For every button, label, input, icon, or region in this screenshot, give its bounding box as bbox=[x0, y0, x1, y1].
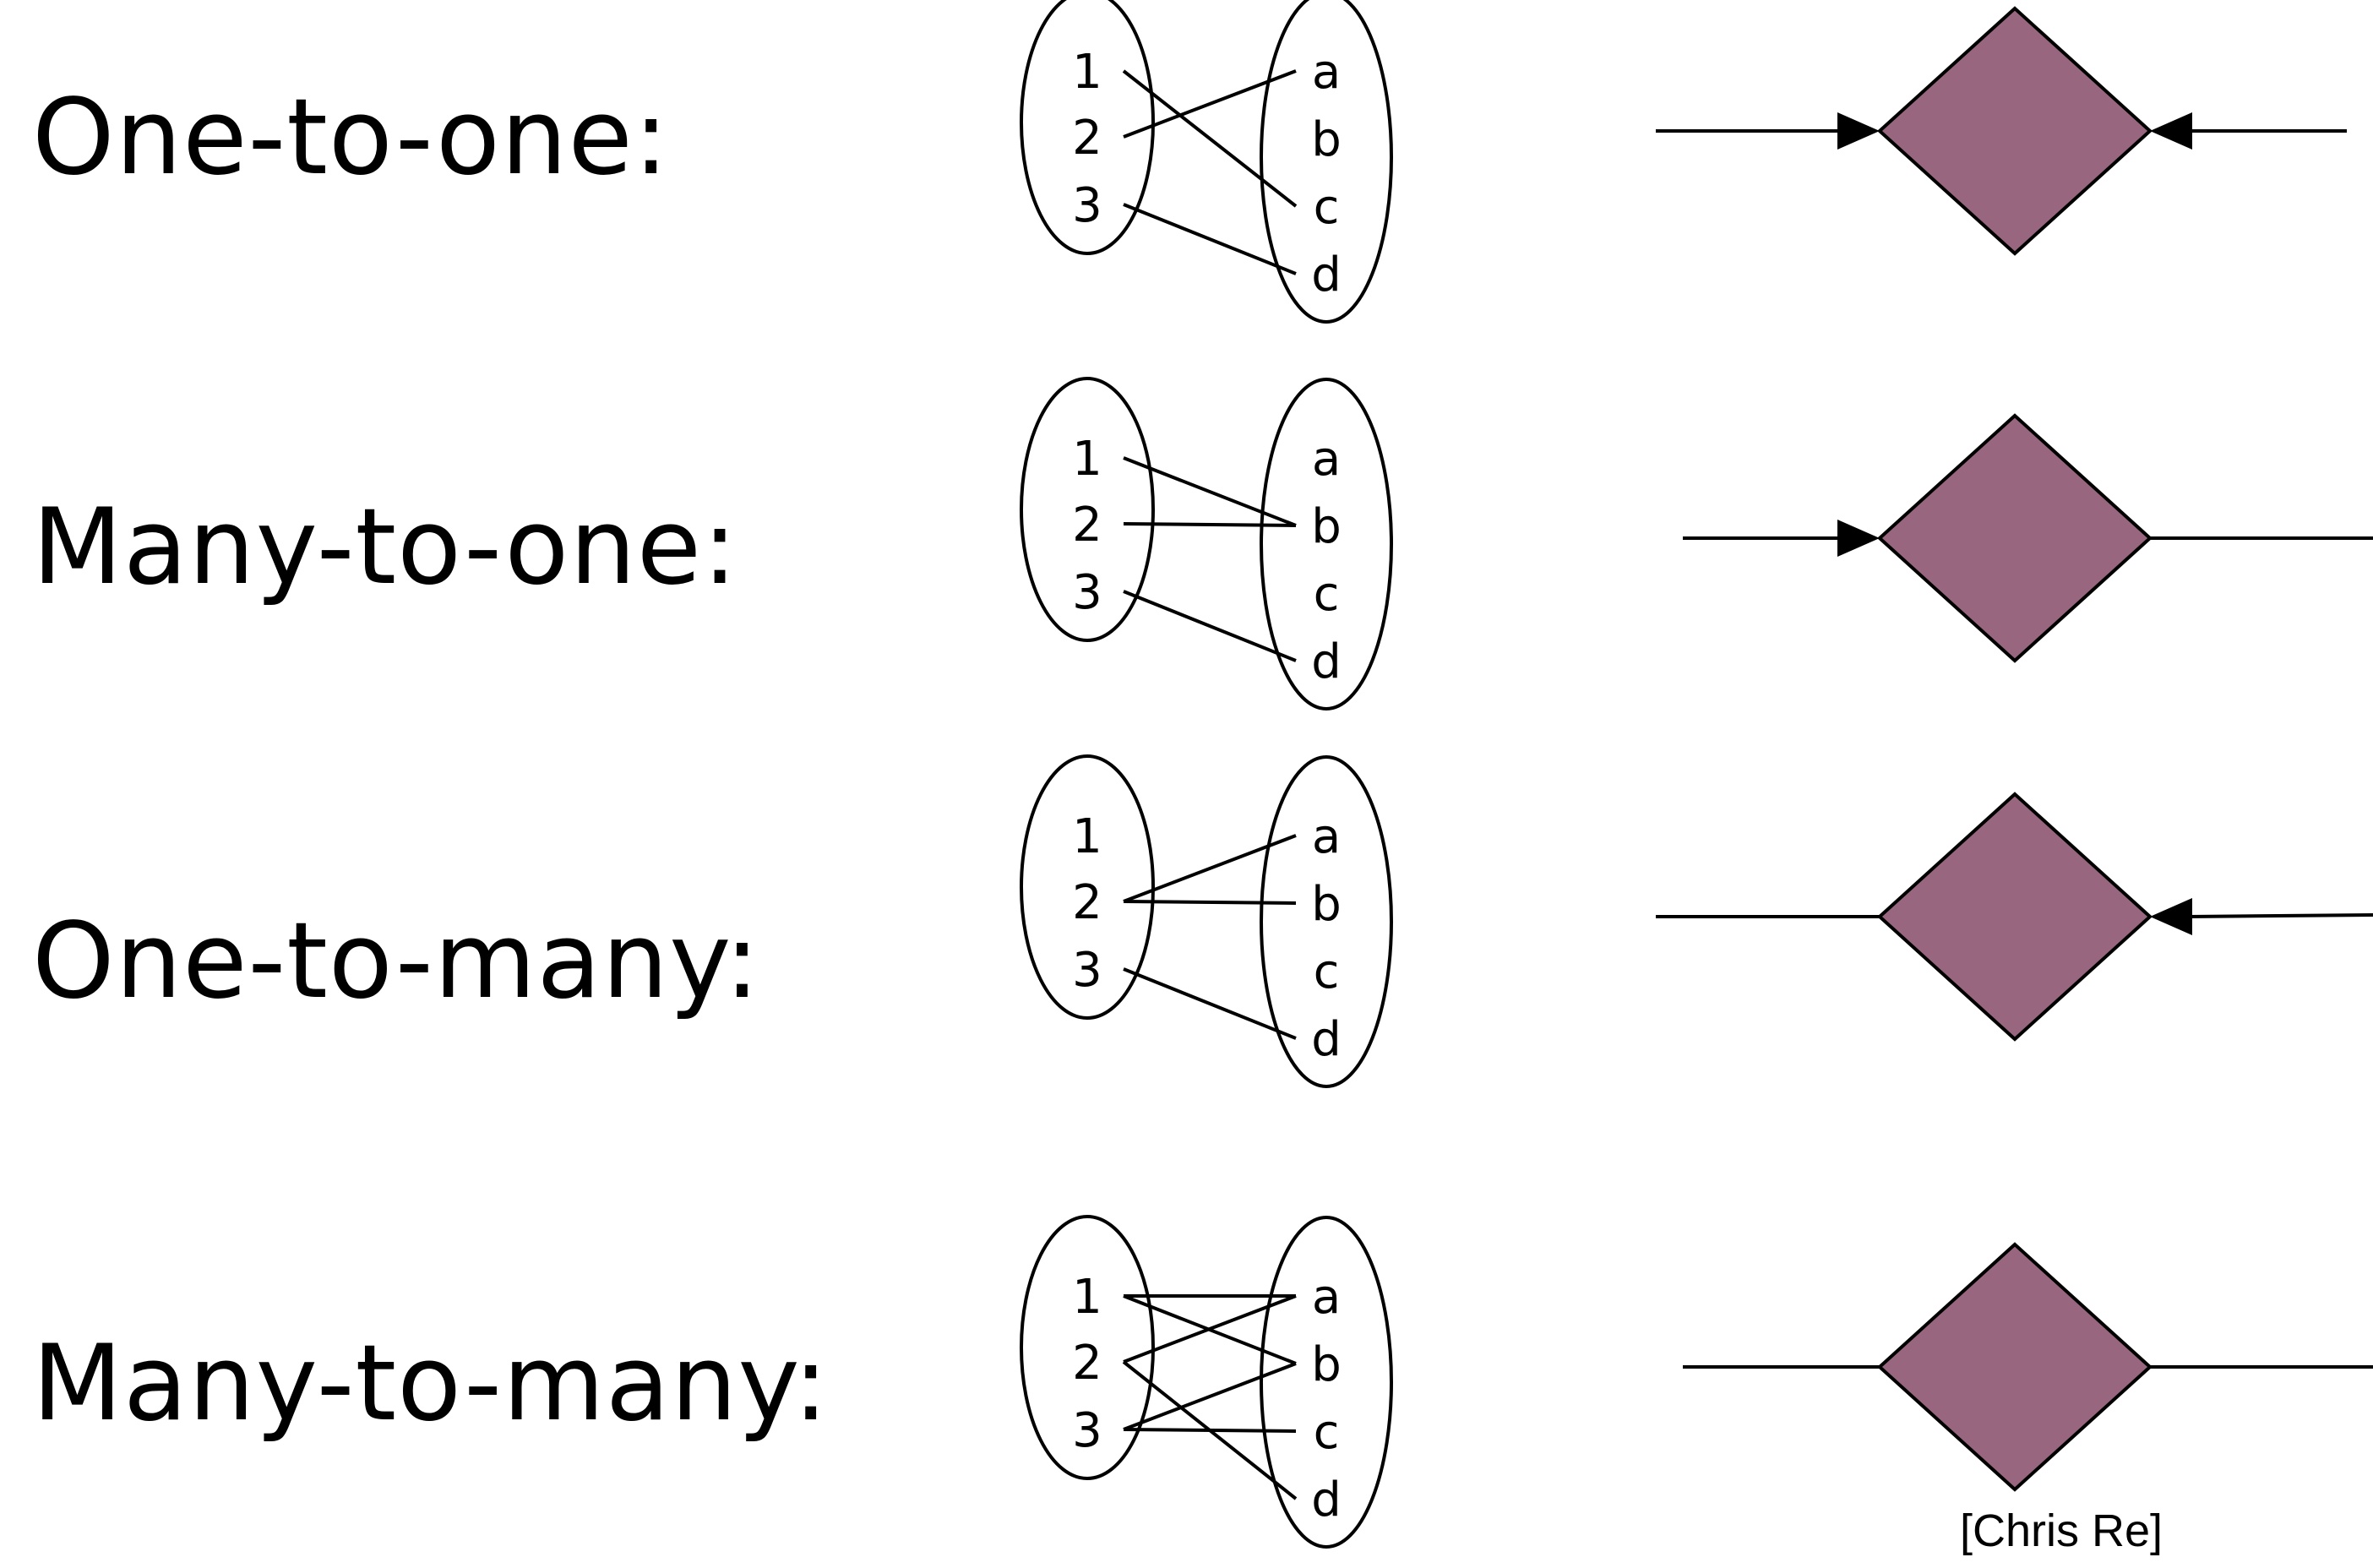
row-label: Many-to-many: bbox=[32, 1323, 830, 1445]
mapping-line bbox=[1123, 1428, 1297, 1433]
mapping-line bbox=[1123, 590, 1297, 662]
mapping-line bbox=[1123, 1362, 1297, 1431]
codomain-element: d bbox=[1311, 1473, 1342, 1527]
domain-element: 2 bbox=[1072, 875, 1102, 930]
mapping-line bbox=[1123, 1294, 1297, 1364]
right-arrowhead bbox=[2150, 898, 2192, 935]
domain-element: 1 bbox=[1072, 432, 1102, 487]
domain-set-oval bbox=[1020, 0, 1155, 255]
codomain-element: b bbox=[1311, 112, 1342, 167]
domain-element: 1 bbox=[1072, 1270, 1102, 1325]
mapping-line bbox=[1123, 967, 1297, 1040]
domain-element: 2 bbox=[1072, 498, 1102, 553]
relationship-diamond bbox=[1877, 792, 2153, 1042]
codomain-set-oval bbox=[1260, 755, 1393, 1088]
codomain-set-oval bbox=[1260, 378, 1393, 710]
domain-element: 1 bbox=[1072, 809, 1102, 864]
right-arrowhead bbox=[2150, 112, 2192, 150]
relationship-diamond bbox=[1877, 413, 2153, 663]
codomain-element: d bbox=[1311, 634, 1342, 689]
domain-element: 3 bbox=[1072, 565, 1102, 620]
codomain-element: b bbox=[1311, 877, 1342, 932]
mapping-line bbox=[1123, 203, 1297, 275]
mapping-line bbox=[1123, 834, 1297, 903]
left-arrowhead bbox=[1837, 112, 1880, 150]
codomain-element: c bbox=[1314, 945, 1340, 999]
codomain-element: c bbox=[1314, 1405, 1340, 1460]
codomain-element: a bbox=[1312, 45, 1341, 100]
codomain-element: d bbox=[1311, 1012, 1342, 1067]
row-label: One-to-many: bbox=[32, 901, 760, 1022]
codomain-element: a bbox=[1312, 1270, 1341, 1325]
row-label: Many-to-one: bbox=[32, 487, 738, 608]
domain-set-oval bbox=[1020, 377, 1155, 642]
mapping-line bbox=[1123, 522, 1297, 527]
credit-label: [Chris Re] bbox=[1960, 1505, 2163, 1556]
mapping-line bbox=[1122, 69, 1298, 208]
domain-element: 3 bbox=[1072, 943, 1102, 998]
codomain-element: a bbox=[1312, 809, 1341, 864]
row-label: One-to-one: bbox=[32, 77, 670, 199]
domain-element: 3 bbox=[1072, 178, 1102, 233]
codomain-element: b bbox=[1311, 499, 1342, 554]
domain-element: 2 bbox=[1072, 111, 1102, 166]
relationship-diamond bbox=[1877, 1242, 2153, 1492]
mapping-line bbox=[1123, 69, 1297, 139]
right-connector-line bbox=[2188, 913, 2373, 918]
codomain-element: a bbox=[1312, 432, 1341, 487]
domain-element: 1 bbox=[1072, 45, 1102, 100]
domain-element: 3 bbox=[1072, 1403, 1102, 1458]
left-arrowhead bbox=[1837, 520, 1880, 557]
codomain-set-oval bbox=[1260, 0, 1393, 324]
mapping-line bbox=[1123, 456, 1297, 527]
codomain-element: c bbox=[1314, 180, 1340, 235]
relationship-diamond bbox=[1877, 6, 2153, 256]
domain-element: 2 bbox=[1072, 1336, 1102, 1391]
mapping-line bbox=[1123, 900, 1297, 905]
codomain-element: c bbox=[1314, 567, 1340, 622]
codomain-element: d bbox=[1311, 248, 1342, 302]
domain-set-oval bbox=[1020, 1215, 1155, 1480]
codomain-element: b bbox=[1311, 1337, 1342, 1392]
domain-set-oval bbox=[1020, 754, 1155, 1020]
codomain-set-oval bbox=[1260, 1216, 1393, 1549]
